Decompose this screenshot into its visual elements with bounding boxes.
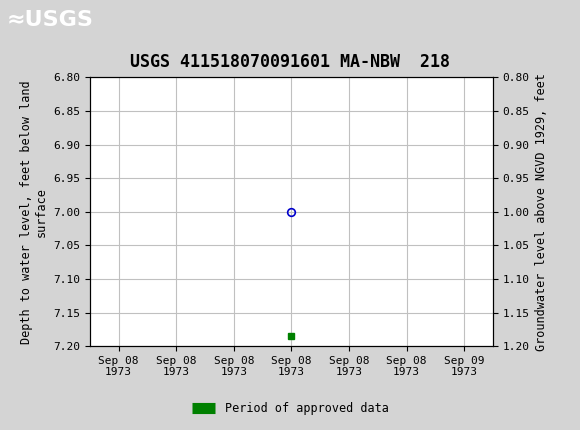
Y-axis label: Groundwater level above NGVD 1929, feet: Groundwater level above NGVD 1929, feet [535, 73, 548, 351]
Y-axis label: Depth to water level, feet below land
surface: Depth to water level, feet below land su… [20, 80, 48, 344]
Text: ≈USGS: ≈USGS [7, 10, 94, 31]
Text: USGS 411518070091601 MA-NBW  218: USGS 411518070091601 MA-NBW 218 [130, 53, 450, 71]
Legend: Period of approved data: Period of approved data [187, 397, 393, 420]
